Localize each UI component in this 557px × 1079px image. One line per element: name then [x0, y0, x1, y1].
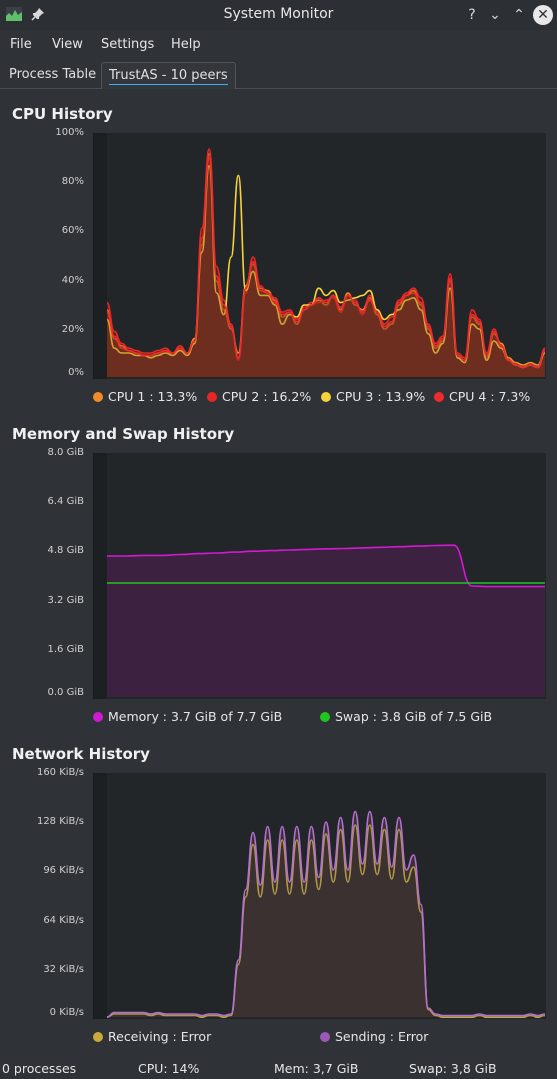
series-line-cpu-3 — [106, 164, 546, 369]
legend-dot — [321, 392, 331, 402]
y-tick-label: 60% — [61, 225, 84, 237]
legend-label: CPU 4 : 7.3% — [449, 389, 531, 404]
y-tick-label: 0% — [68, 367, 84, 378]
legend-dot — [93, 712, 103, 722]
legend-label: CPU 2 : 16.2% — [222, 389, 312, 404]
status-cpu: CPU: 14% — [138, 1061, 200, 1076]
maximize-button[interactable]: ⌃ — [513, 7, 525, 23]
series-line-memory — [107, 544, 545, 588]
legend-dot — [93, 1032, 103, 1042]
legend-dot — [93, 392, 103, 402]
network-legend-sending: Sending : Error — [320, 1029, 428, 1044]
legend-dot — [320, 712, 330, 722]
memory-legend-swap: Swap : 3.8 GiB of 7.5 GiB — [320, 709, 492, 724]
series-area-cpu-1 — [107, 153, 545, 377]
y-tick-label: 0 KiB/s — [49, 1007, 84, 1018]
memory-chart — [93, 453, 545, 699]
y-tick-label: 1.6 GiB — [47, 643, 84, 655]
plot-left-strip — [93, 773, 107, 1019]
menu-help[interactable]: Help — [171, 37, 201, 52]
series-line-receiving — [106, 824, 546, 1018]
network-history-title: Network History — [12, 745, 150, 763]
tab-label: TrustAS - 10 peers — [109, 68, 228, 85]
y-tick-label: 128 KiB/s — [36, 816, 84, 828]
series-area-memory — [107, 545, 545, 697]
status-processes: 0 processes — [2, 1061, 77, 1076]
y-tick-label: 6.4 GiB — [47, 496, 84, 508]
cpu-plot — [93, 133, 546, 379]
y-tick-label: 32 KiB/s — [43, 963, 84, 975]
legend-label: CPU 1 : 13.3% — [108, 389, 198, 404]
y-tick-label: 80% — [61, 176, 84, 188]
title-bar: System Monitor ? ⌄ ⌃ ✕ — [0, 0, 557, 30]
network-legend-receiving: Receiving : Error — [93, 1029, 211, 1044]
legend-dot — [320, 1032, 330, 1042]
y-tick-label: 160 KiB/s — [36, 767, 84, 778]
status-mem: Mem: 3,7 GiB — [274, 1061, 359, 1076]
y-tick-label: 96 KiB/s — [43, 865, 84, 877]
tab-label: Process Table — [9, 67, 97, 82]
y-tick-label: 0.0 GiB — [47, 687, 84, 698]
pin-icon[interactable] — [31, 7, 45, 21]
cpu-legend-3: CPU 3 : 13.9% — [321, 389, 425, 404]
memory-legend-memory: Memory : 3.7 GiB of 7.7 GiB — [93, 709, 282, 724]
network-plot — [93, 773, 546, 1019]
network-chart — [93, 773, 546, 1019]
cpu-legend-1: CPU 1 : 13.3% — [93, 389, 197, 404]
memory-plot — [93, 453, 546, 699]
plot-left-strip — [93, 453, 107, 699]
tab-process-table[interactable]: Process Table — [2, 62, 103, 88]
menu-file[interactable]: File — [10, 37, 32, 52]
tab-bar: Process Table TrustAS - 10 peers — [0, 60, 557, 89]
cpu-chart — [93, 133, 546, 379]
close-button[interactable]: ✕ — [533, 5, 553, 25]
plot-left-strip — [93, 133, 107, 379]
menu-view[interactable]: View — [52, 37, 83, 52]
minimize-button[interactable]: ⌄ — [489, 7, 501, 23]
legend-label: CPU 3 : 13.9% — [336, 389, 426, 404]
y-tick-label: 20% — [61, 323, 84, 335]
status-bar: 0 processes CPU: 14% Mem: 3,7 GiB Swap: … — [0, 1058, 557, 1079]
help-button[interactable]: ? — [468, 7, 476, 23]
cpu-legend-4: CPU 4 : 7.3% — [434, 389, 530, 404]
series-area-cpu-2 — [107, 149, 545, 377]
menu-bar: File View Settings Help — [0, 30, 557, 58]
y-tick-label: 40% — [61, 274, 84, 286]
y-tick-label: 64 KiB/s — [43, 914, 84, 926]
series-line-sending — [106, 810, 546, 1018]
y-tick-label: 4.8 GiB — [47, 545, 84, 557]
cpu-history-title: CPU History — [12, 105, 113, 123]
legend-label: Memory : 3.7 GiB of 7.7 GiB — [108, 709, 283, 724]
memory-history-title: Memory and Swap History — [12, 425, 235, 443]
tab-trustas[interactable]: TrustAS - 10 peers — [101, 62, 236, 89]
y-tick-label: 100% — [55, 127, 84, 138]
series-area-cpu-4 — [107, 158, 545, 377]
y-tick-label: 3.2 GiB — [47, 594, 84, 606]
legend-dot — [434, 392, 444, 402]
series-area-sending — [107, 811, 545, 1017]
menu-settings[interactable]: Settings — [101, 37, 155, 52]
legend-dot — [207, 392, 217, 402]
legend-label: Swap : 3.8 GiB of 7.5 GiB — [335, 709, 493, 724]
legend-label: Sending : Error — [335, 1029, 429, 1044]
legend-label: Receiving : Error — [108, 1029, 212, 1044]
system-monitor-app-icon — [6, 7, 22, 21]
cpu-legend-2: CPU 2 : 16.2% — [207, 389, 311, 404]
status-swap: Swap: 3,8 GiB — [409, 1061, 497, 1076]
y-tick-label: 8.0 GiB — [47, 447, 84, 458]
window-title: System Monitor — [223, 6, 334, 22]
series-line-cpu-4 — [106, 157, 546, 369]
